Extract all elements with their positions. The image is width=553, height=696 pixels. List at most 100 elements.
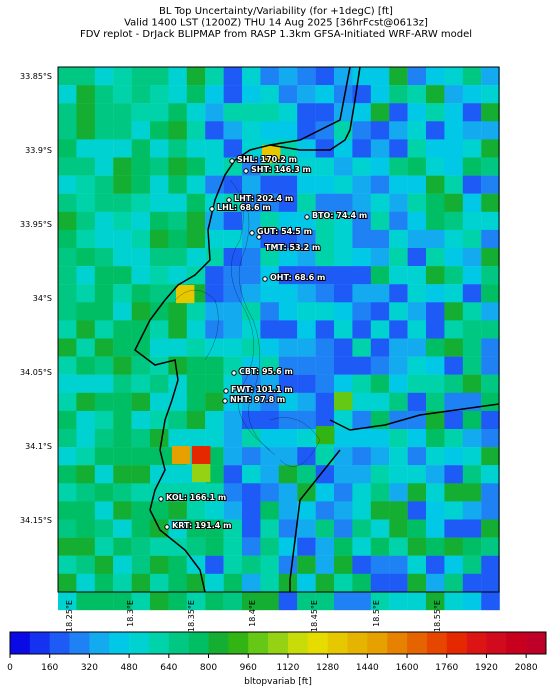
grid-cell — [223, 320, 243, 339]
grid-cell — [186, 356, 206, 375]
grid-cell — [370, 85, 390, 104]
grid-cell — [113, 121, 132, 140]
colorbar-segment — [109, 632, 130, 654]
grid-cell — [315, 85, 335, 104]
grid-cell — [352, 465, 371, 484]
grid-cell — [150, 591, 169, 611]
colorbar-tick-label: 960 — [240, 663, 257, 673]
grid-cell — [260, 229, 279, 249]
grid-cell — [370, 193, 390, 212]
colorbar-segment — [526, 632, 547, 654]
grid-cell — [407, 537, 427, 556]
grid-cell — [131, 175, 151, 194]
grid-cell — [481, 103, 500, 122]
grid-cell — [297, 447, 316, 466]
grid-cell — [186, 139, 206, 158]
grid-cell — [481, 67, 500, 86]
grid-cell — [168, 157, 187, 176]
grid-cell — [315, 519, 335, 538]
grid-cell — [223, 519, 243, 538]
grid-cell — [389, 429, 408, 448]
grid-cell — [58, 193, 77, 212]
station-label: SHL: 170.2 m — [237, 155, 297, 164]
grid-cell — [150, 229, 169, 249]
grid-cell — [297, 103, 316, 122]
grid-cell — [76, 374, 95, 393]
grid-cell — [370, 591, 390, 611]
grid-cell — [462, 103, 482, 122]
grid-cell — [444, 410, 463, 430]
grid-cell — [426, 121, 445, 140]
grid-cell — [407, 465, 427, 484]
grid-cell — [242, 121, 261, 140]
grid-cell — [297, 67, 316, 86]
grid-cell — [462, 555, 482, 574]
grid-cell — [462, 193, 482, 212]
grid-cell — [242, 555, 261, 574]
grid-cell — [58, 85, 77, 104]
grid-cell — [205, 392, 224, 412]
grid-cell — [444, 519, 463, 538]
grid-cell — [58, 139, 77, 158]
grid-cell — [76, 103, 95, 122]
grid-cell — [150, 157, 169, 176]
grid-cell — [389, 157, 408, 176]
grid-cell — [481, 193, 500, 212]
grid-cell — [223, 483, 243, 502]
colorbar-tick-label: 640 — [160, 663, 177, 673]
grid-cell — [186, 573, 206, 593]
grid-cell — [481, 519, 500, 538]
grid-cell — [352, 121, 371, 140]
station-label: GUT: 54.5 m — [257, 227, 312, 236]
colorbar-segment — [367, 632, 388, 654]
grid-cell — [278, 392, 298, 412]
grid-cell — [223, 248, 243, 267]
grid-cell — [94, 447, 114, 466]
grid-cell — [352, 519, 371, 538]
grid-cell — [94, 483, 114, 502]
grid-cell — [407, 121, 427, 140]
grid-cell — [426, 392, 445, 412]
colorbar-segment — [327, 632, 348, 654]
grid-cell — [260, 211, 279, 231]
grid-cell — [462, 537, 482, 556]
grid-cell — [94, 302, 114, 321]
grid-cell — [315, 248, 335, 267]
grid-cell — [205, 157, 224, 176]
grid-cell — [58, 302, 77, 321]
grid-cell — [426, 429, 445, 448]
colorbar-tick-label: 160 — [41, 663, 58, 673]
grid-cell — [334, 429, 353, 448]
grid-cell — [131, 374, 151, 393]
grid-cell — [426, 175, 445, 194]
grid-cell — [426, 139, 445, 158]
grid-cell — [297, 573, 316, 593]
grid-cell — [113, 483, 132, 502]
grid-cell — [76, 356, 95, 375]
grid-cell — [444, 211, 463, 231]
grid-cell — [426, 338, 445, 357]
grid-cell — [223, 447, 243, 466]
grid-cell — [278, 410, 298, 430]
grid-cell — [278, 573, 298, 593]
grid-cell — [462, 338, 482, 357]
grid-cell — [370, 501, 390, 520]
title-line: BL Top Uncertainty/Variability (for +1de… — [159, 6, 393, 17]
grid-cell — [426, 519, 445, 538]
station-label: BTO: 74.4 m — [312, 211, 367, 220]
grid-cell — [94, 392, 114, 412]
grid-cell — [297, 501, 316, 520]
grid-cell — [58, 591, 77, 611]
grid-cell — [58, 211, 77, 231]
grid-cell — [113, 447, 132, 466]
grid-cell — [481, 320, 500, 339]
grid-cell — [168, 591, 187, 611]
colorbar-tick-label: 1920 — [475, 663, 498, 673]
grid-cell — [334, 591, 353, 611]
grid-cell — [223, 374, 243, 393]
grid-cell — [58, 519, 77, 538]
grid-cell — [113, 157, 132, 176]
grid-cell — [352, 139, 371, 158]
colorbar-segment — [287, 632, 309, 654]
grid-cell — [334, 555, 353, 574]
